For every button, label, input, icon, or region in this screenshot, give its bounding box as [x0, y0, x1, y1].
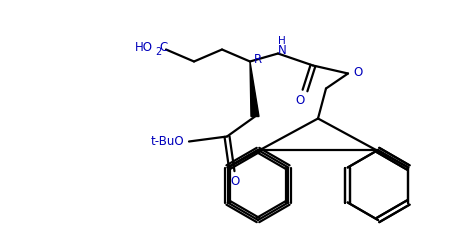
Text: t-BuO: t-BuO — [150, 135, 184, 148]
Text: HO: HO — [135, 41, 153, 54]
Text: O: O — [353, 66, 362, 79]
Text: H: H — [278, 37, 286, 47]
Polygon shape — [250, 61, 259, 117]
Text: R: R — [254, 53, 262, 66]
Text: O: O — [295, 94, 305, 107]
Text: 2: 2 — [155, 47, 161, 57]
Text: N: N — [278, 44, 286, 57]
Text: C: C — [159, 41, 167, 54]
Text: O: O — [230, 175, 239, 188]
